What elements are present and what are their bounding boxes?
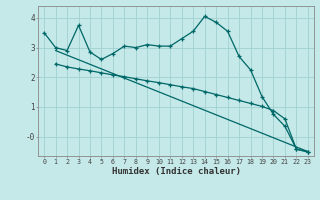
X-axis label: Humidex (Indice chaleur): Humidex (Indice chaleur)	[111, 167, 241, 176]
